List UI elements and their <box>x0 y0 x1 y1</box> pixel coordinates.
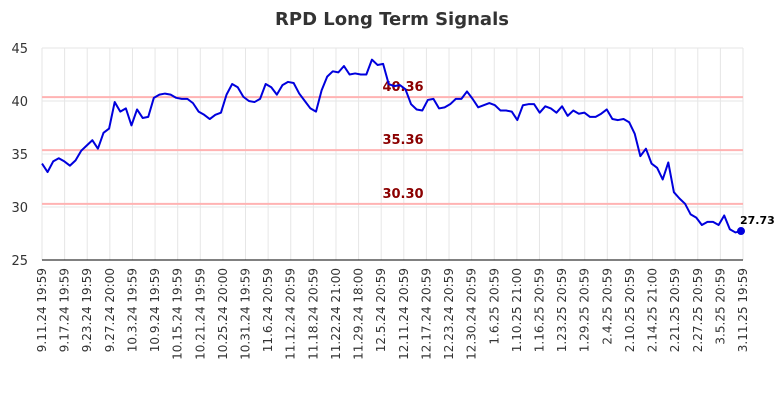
x-tick-label: 11.6.24 20:59 <box>261 268 275 352</box>
series-line <box>41 58 742 234</box>
last-value-label: 27.73 <box>740 214 775 227</box>
x-tick-label: 2.14.25 21:00 <box>646 268 660 352</box>
labels: 27.73 <box>740 214 775 227</box>
y-tick-label: 45 <box>11 42 28 57</box>
x-tick-label: 12.30.24 20:59 <box>465 268 479 360</box>
y-tick-label: 35 <box>11 148 28 163</box>
x-tick-label: 11.29.24 18:00 <box>352 268 366 360</box>
x-tick-label: 1.16.25 20:59 <box>532 268 546 352</box>
x-tick-label: 1.23.25 20:59 <box>555 268 569 352</box>
x-tick-label: 3.11.25 19:59 <box>736 268 750 352</box>
y-tick-label: 40 <box>11 95 28 110</box>
series-layer <box>41 58 745 236</box>
x-tick-label: 10.9.24 19:59 <box>148 268 162 352</box>
x-tick-label: 9.17.24 19:59 <box>58 268 72 352</box>
x-tick-label: 10.3.24 19:59 <box>125 268 139 352</box>
x-tick-label: 9.11.24 19:59 <box>35 268 49 352</box>
x-tick-label: 11.22.24 21:00 <box>329 268 343 360</box>
reference-line-label: 30.30 <box>382 187 423 202</box>
x-tick-label: 2.4.25 20:59 <box>600 268 614 345</box>
y-tick-label: 25 <box>11 254 28 269</box>
x-tick-label: 12.17.24 20:59 <box>419 268 433 360</box>
x-tick-label: 2.21.25 20:59 <box>668 268 682 352</box>
x-tick-label: 1.6.25 20:59 <box>487 268 501 345</box>
x-tick-label: 10.21.24 19:59 <box>193 268 207 360</box>
x-tick-label: 12.23.24 20:59 <box>442 268 456 360</box>
y-tick-label: 30 <box>11 201 28 216</box>
x-tick-label: 1.29.25 20:59 <box>578 268 592 352</box>
x-tick-label: 9.27.24 20:00 <box>103 268 117 352</box>
x-tick-label: 3.5.25 20:59 <box>713 268 727 345</box>
last-value-point <box>737 227 745 236</box>
chart-title: RPD Long Term Signals <box>275 9 509 30</box>
x-tick-label: 10.15.24 19:59 <box>171 268 185 360</box>
x-tick-label: 2.10.25 20:59 <box>623 268 637 352</box>
axes: 25 30 35 40 45 9.11.24 19:59 9.17.24 19:59 9.23… <box>11 42 750 360</box>
x-tick-label: 11.18.24 20:59 <box>306 268 320 360</box>
x-tick-label: 1.10.25 21:00 <box>510 268 524 352</box>
x-tick-label: 11.12.24 20:59 <box>284 268 298 360</box>
x-tick-label: 12.5.24 20:59 <box>374 268 388 352</box>
x-tick-label: 9.23.24 19:59 <box>80 268 94 352</box>
x-tick-label: 12.11.24 20:59 <box>397 268 411 360</box>
x-tick-label: 10.25.24 20:00 <box>216 268 230 360</box>
reference-line-label: 35.36 <box>382 133 423 148</box>
x-tick-label: 2.27.25 20:59 <box>691 268 705 352</box>
x-tick-label: 10.31.24 19:59 <box>239 268 253 360</box>
